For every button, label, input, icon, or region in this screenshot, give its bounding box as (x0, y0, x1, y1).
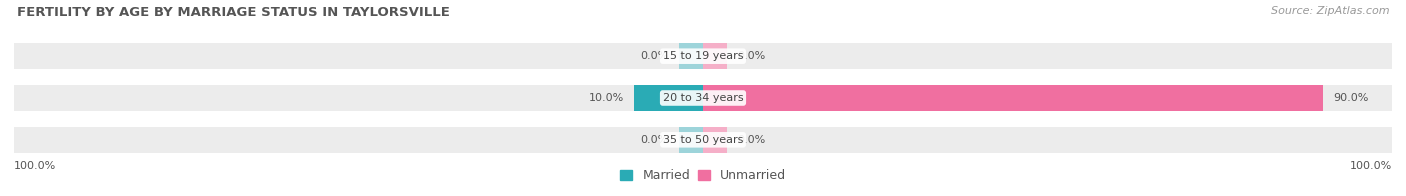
Bar (634, 85, 703, 111)
Bar (703, 43, 727, 69)
Text: 10.0%: 10.0% (589, 93, 624, 103)
Bar (14, 85, 1392, 111)
Text: 0.0%: 0.0% (738, 135, 766, 145)
Bar (14, 43, 1392, 69)
Text: Source: ZipAtlas.com: Source: ZipAtlas.com (1271, 6, 1389, 16)
Text: 15 to 19 years: 15 to 19 years (662, 51, 744, 61)
Text: 0.0%: 0.0% (640, 135, 669, 145)
Text: 20 to 34 years: 20 to 34 years (662, 93, 744, 103)
Text: 90.0%: 90.0% (1333, 93, 1369, 103)
Bar (703, 127, 727, 153)
Text: 0.0%: 0.0% (640, 51, 669, 61)
Bar (679, 127, 703, 153)
Text: 35 to 50 years: 35 to 50 years (662, 135, 744, 145)
Text: 100.0%: 100.0% (1350, 161, 1392, 171)
Legend: Married, Unmarried: Married, Unmarried (620, 169, 786, 182)
Text: 0.0%: 0.0% (738, 51, 766, 61)
Bar (14, 127, 1392, 153)
Bar (679, 43, 703, 69)
Text: 100.0%: 100.0% (14, 161, 56, 171)
Text: FERTILITY BY AGE BY MARRIAGE STATUS IN TAYLORSVILLE: FERTILITY BY AGE BY MARRIAGE STATUS IN T… (17, 6, 450, 19)
Bar (703, 85, 1323, 111)
